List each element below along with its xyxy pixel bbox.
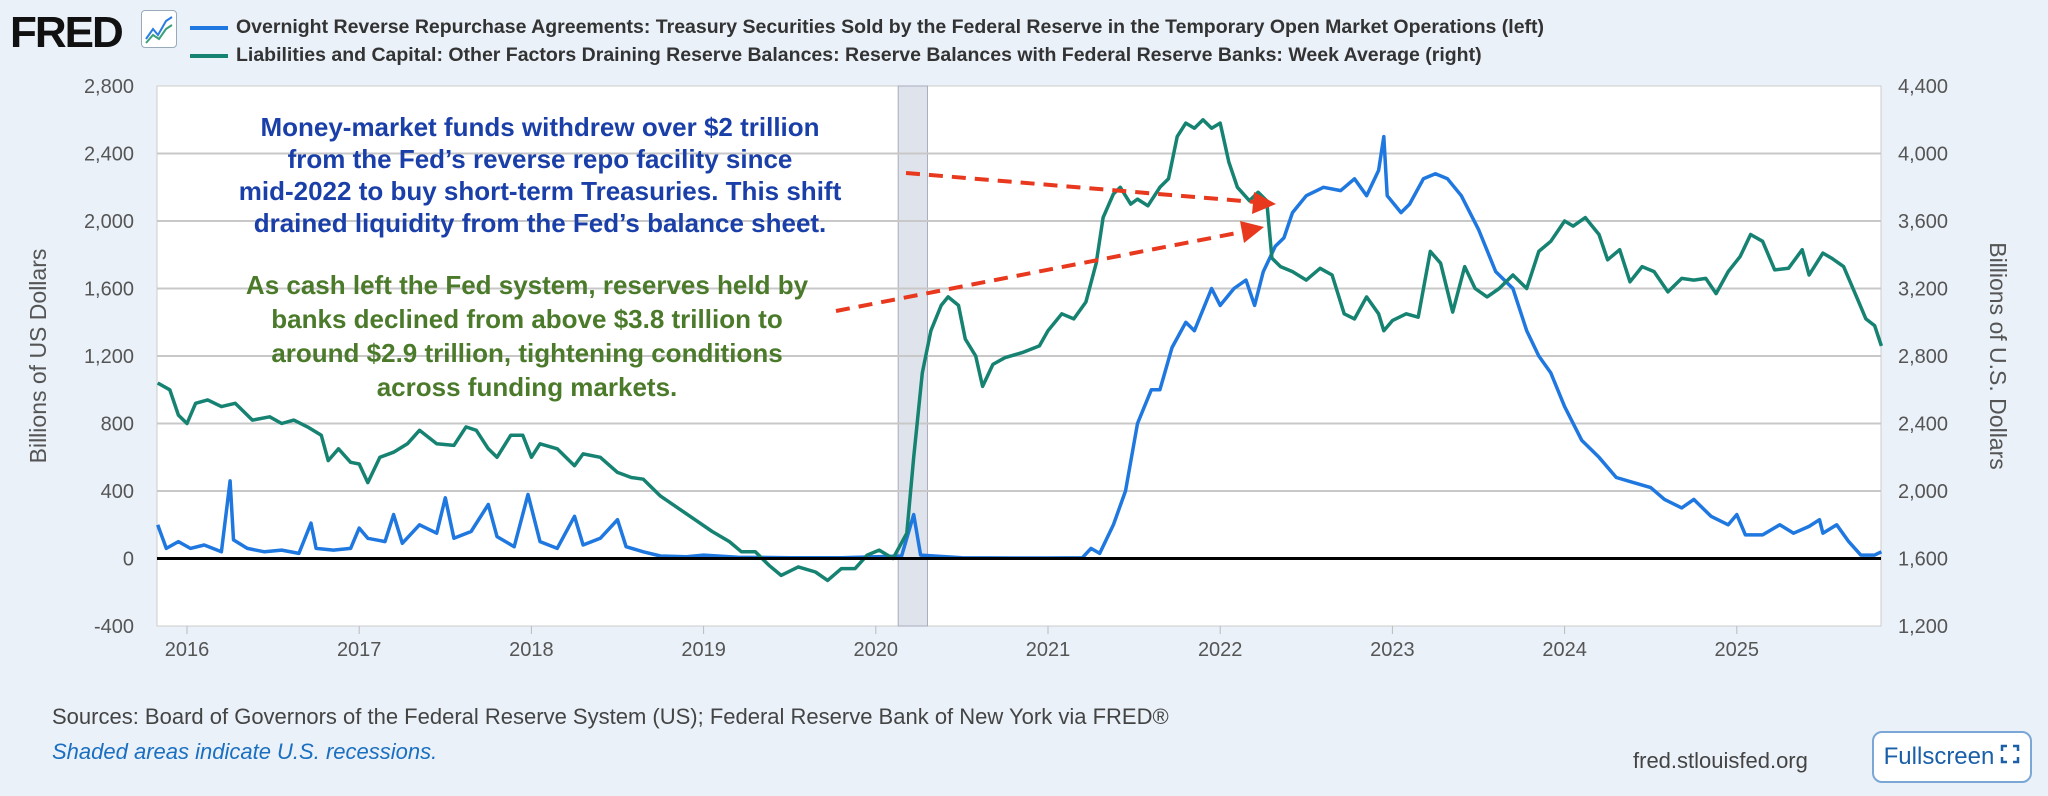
y2-tick-label: 4,000 — [1898, 144, 1948, 166]
arrow-line — [905, 171, 1256, 204]
fullscreen-button[interactable]: Fullscreen — [1872, 731, 2032, 783]
x-tick-label: 2018 — [509, 639, 554, 661]
series-line-rrp — [156, 134, 1883, 560]
arrow-head — [1252, 192, 1276, 214]
y-tick-label: 800 — [101, 414, 134, 436]
x-tick-label: 2017 — [337, 639, 382, 661]
annotation-blue-line: Money-market funds withdrew over $2 tril… — [260, 112, 819, 142]
legend-label: Liabilities and Capital: Other Factors D… — [236, 44, 1482, 66]
y-axis-title: Billions of US Dollars — [25, 249, 51, 464]
y-tick-label: 400 — [101, 481, 134, 503]
x-tick-label: 2022 — [1198, 639, 1243, 661]
y2-tick-label: 3,200 — [1898, 279, 1948, 301]
fred-logo[interactable]: FRED — [10, 8, 124, 57]
x-tick-label: 2019 — [681, 639, 726, 661]
y2-tick-label: 1,200 — [1898, 616, 1948, 638]
recession-note: Shaded areas indicate U.S. recessions. — [52, 739, 438, 764]
fullscreen-label: Fullscreen — [1883, 743, 1995, 770]
x-tick-label: 2024 — [1542, 639, 1587, 661]
site-link[interactable]: fred.stlouisfed.org — [1633, 748, 1808, 773]
y-tick-label: 2,800 — [84, 76, 134, 98]
x-tick-label: 2016 — [165, 639, 210, 661]
y-tick-label: -400 — [94, 616, 134, 638]
legend-item-rrp[interactable]: Overnight Reverse Repurchase Agreements:… — [190, 16, 1544, 39]
legend-swatch — [190, 53, 228, 58]
x-tick-label: 2020 — [854, 639, 899, 661]
legend-item-reserves[interactable]: Liabilities and Capital: Other Factors D… — [190, 44, 1482, 67]
x-tick-label: 2023 — [1370, 639, 1415, 661]
arrow-head — [1240, 221, 1264, 243]
y-tick-label: 0 — [123, 549, 134, 571]
y2-tick-label: 1,600 — [1898, 549, 1948, 571]
annotation-blue-line: drained liquidity from the Fed’s balance… — [254, 208, 827, 238]
legend-label: Overnight Reverse Repurchase Agreements:… — [236, 16, 1545, 38]
series-line-reserves — [156, 118, 1884, 583]
y2-tick-label: 2,800 — [1898, 346, 1948, 368]
x-tick-label: 2025 — [1715, 639, 1760, 661]
y2-tick-label: 2,400 — [1898, 414, 1948, 436]
y-tick-label: 1,200 — [84, 346, 134, 368]
x-tick-label: 2021 — [1026, 639, 1071, 661]
annotation-blue-line: from the Fed’s reverse repo facility sin… — [288, 144, 793, 174]
chart[interactable]: 2,800 4,400 2,400 4,000 2,000 3,600 1,600 3,200… — [0, 0, 2048, 700]
expand-icon — [2000, 743, 2020, 771]
annotation-green-line: banks declined from above $3.8 trillion … — [271, 304, 782, 334]
annotation-blue-line: mid-2022 to buy short-term Treasuries. T… — [239, 176, 842, 206]
chart-line-icon — [141, 10, 177, 48]
annotation-green-line: across funding markets. — [377, 372, 678, 402]
y-tick-label: 1,600 — [84, 279, 134, 301]
y2-tick-label: 4,400 — [1898, 76, 1948, 98]
y2-tick-label: 3,600 — [1898, 211, 1948, 233]
legend-swatch — [190, 25, 228, 30]
y-tick-label: 2,400 — [84, 144, 134, 166]
annotation-green-line: around $2.9 trillion, tightening conditi… — [271, 338, 782, 368]
y-tick-label: 2,000 — [84, 211, 134, 233]
annotation-green-line: As cash left the Fed system, reserves he… — [246, 270, 809, 300]
sources-text: Sources: Board of Governors of the Feder… — [52, 704, 1169, 729]
y2-tick-label: 2,000 — [1898, 481, 1948, 503]
y2-axis-title: Billions of U.S. Dollars — [1985, 242, 2011, 470]
